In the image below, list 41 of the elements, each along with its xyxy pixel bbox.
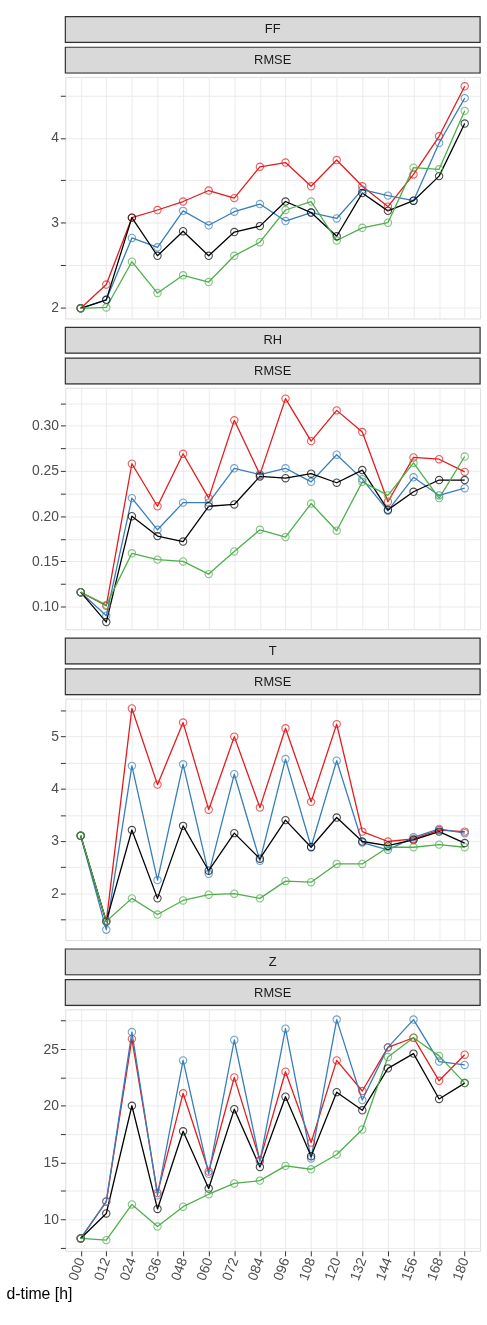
x-tick-label: 168 [423, 1254, 447, 1283]
y-tick-label: 2 [51, 884, 59, 901]
y-tick-label: 10 [43, 1210, 60, 1227]
chart-title: RH [263, 332, 282, 348]
y-tick-label: 15 [43, 1153, 60, 1170]
y-tick-label: 0.15 [31, 552, 60, 569]
y-tick-label: 3 [51, 214, 60, 231]
x-tick-label: 060 [192, 1254, 216, 1283]
y-tick-label: 0.20 [31, 507, 60, 524]
y-tick-label: 25 [43, 1040, 60, 1057]
x-tick-label: 000 [64, 1254, 88, 1283]
x-tick-label: 084 [244, 1254, 268, 1283]
x-tick-label: 144 [372, 1254, 396, 1283]
x-tick-label: 036 [141, 1254, 165, 1283]
y-tick-label: 20 [43, 1097, 60, 1114]
chart-subtitle: RMSE [254, 673, 292, 689]
chart-title: Z [268, 953, 277, 969]
x-tick-label: 180 [448, 1254, 472, 1283]
x-tick-label: 096 [269, 1254, 293, 1283]
y-tick-label: 4 [51, 780, 60, 797]
y-tick-label: 0.25 [31, 462, 60, 479]
x-tick-label: 108 [295, 1254, 319, 1283]
x-tick-label: 012 [90, 1255, 114, 1283]
x-axis-title: d-time [h] [6, 1285, 73, 1303]
chart-subtitle: RMSE [254, 362, 292, 378]
x-tick-label: 120 [320, 1254, 344, 1283]
y-tick-label: 2 [51, 298, 59, 315]
y-tick-label: 4 [51, 129, 60, 146]
y-tick-label: 0.10 [31, 598, 60, 615]
chart-subtitle: RMSE [254, 52, 292, 68]
x-tick-label: 072 [218, 1255, 242, 1283]
x-tick-label: 048 [167, 1254, 191, 1283]
x-tick-label: 132 [346, 1255, 370, 1283]
y-tick-label: 3 [51, 832, 60, 849]
x-tick-label: 156 [397, 1254, 421, 1283]
x-tick-label: 024 [115, 1254, 140, 1283]
chart-title: FF [264, 21, 281, 37]
y-tick-label: 5 [51, 728, 60, 745]
chart-subtitle: RMSE [254, 984, 292, 1000]
y-tick-label: 0.30 [31, 417, 60, 434]
chart-title: T [268, 643, 277, 659]
